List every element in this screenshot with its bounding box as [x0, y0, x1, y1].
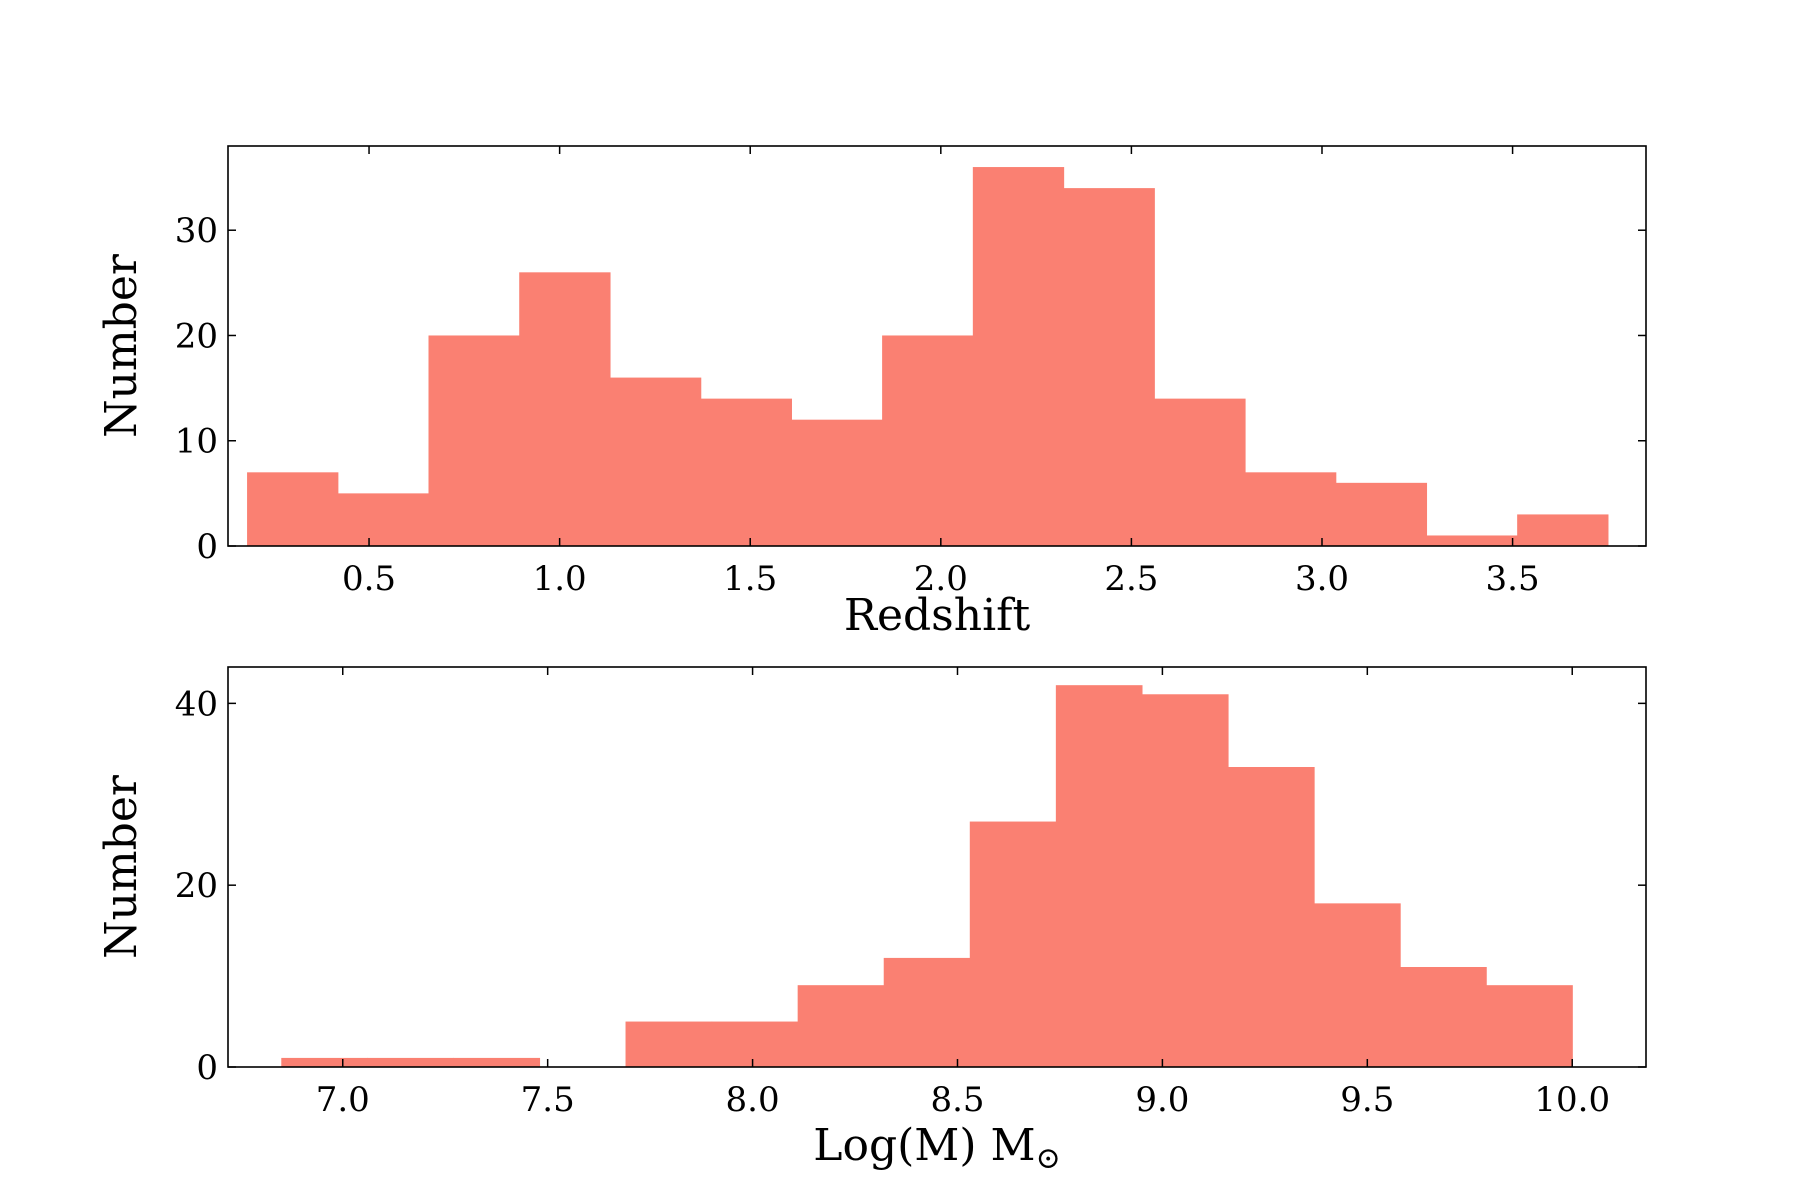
- mass-histogram-bar: [1400, 967, 1487, 1067]
- redshift-ytick-label: 30: [175, 211, 218, 251]
- mass-xtick-label: 8.0: [726, 1080, 780, 1120]
- mass-histogram-bar: [969, 821, 1057, 1067]
- redshift-ytick-label: 20: [175, 316, 218, 356]
- mass-histogram-panel: 7.0 7.5 8.0 8.5 9.0 9.5 10.0 0 20 40 Log(M) M⊙ Numb…: [96, 666, 1647, 1176]
- mass-histogram-bar: [625, 1021, 713, 1067]
- mass-histogram-bar: [1141, 694, 1229, 1067]
- redshift-histogram-bar: [1154, 398, 1246, 546]
- mass-histogram-bar: [711, 1021, 799, 1067]
- redshift-histogram-bar: [1426, 535, 1518, 546]
- redshift-xtick-label: 1.0: [533, 559, 587, 599]
- mass-xtick-label: 9.0: [1135, 1080, 1189, 1120]
- mass-histogram-bar: [883, 957, 971, 1067]
- redshift-histogram-bar: [700, 398, 792, 546]
- solar-mass-symbol: ⊙: [1036, 1141, 1061, 1176]
- mass-ytick-label: 20: [175, 866, 218, 906]
- redshift-histogram-bar: [1063, 188, 1155, 547]
- redshift-xtick-label: 0.5: [342, 559, 396, 599]
- redshift-ytick-label: 10: [175, 422, 218, 462]
- redshift-histogram-bar: [972, 167, 1065, 547]
- mass-axes-frame: [227, 666, 1647, 1068]
- redshift-yaxis-title: Number: [96, 253, 147, 438]
- redshift-histogram-bar: [1517, 514, 1609, 546]
- redshift-histogram-bar: [882, 335, 974, 546]
- mass-ytick-label: 0: [196, 1048, 218, 1088]
- mass-xtick-label: 7.5: [521, 1080, 575, 1120]
- mass-histogram-bar: [281, 1057, 368, 1067]
- mass-histogram-bar: [1227, 767, 1315, 1067]
- mass-xtick-label: 9.5: [1340, 1080, 1394, 1120]
- redshift-histogram-bar: [428, 335, 520, 546]
- redshift-axes-frame: [227, 145, 1647, 547]
- redshift-histogram-bar: [1245, 472, 1337, 546]
- redshift-histogram-bar: [247, 472, 339, 546]
- redshift-xaxis-title: Redshift: [844, 590, 1031, 641]
- mass-xtick-label: 7.0: [316, 1080, 370, 1120]
- redshift-histogram-bar: [337, 493, 430, 546]
- mass-histogram-bar: [1314, 903, 1401, 1067]
- mass-xtick-label: 10.0: [1534, 1080, 1610, 1120]
- redshift-xtick-label: 3.5: [1486, 559, 1540, 599]
- redshift-histogram-bar: [1335, 482, 1428, 546]
- redshift-histogram-bar: [609, 377, 702, 546]
- mass-histogram-bar: [453, 1057, 541, 1067]
- redshift-xtick-label: 2.5: [1104, 559, 1158, 599]
- mass-ytick-label: 40: [175, 684, 218, 724]
- mass-histogram-bar: [1055, 685, 1143, 1067]
- mass-xtick-label: 8.5: [930, 1080, 984, 1120]
- mass-yaxis-title: Number: [96, 774, 147, 959]
- redshift-histogram-bar: [791, 419, 883, 546]
- redshift-xtick-label: 3.0: [1295, 559, 1349, 599]
- redshift-ytick-label: 0: [196, 527, 218, 567]
- redshift-histogram-bar: [519, 272, 611, 546]
- mass-histogram-bar: [797, 985, 885, 1067]
- redshift-xtick-label: 2.0: [914, 559, 968, 599]
- mass-histogram-bar: [1486, 985, 1573, 1067]
- mass-xaxis-title: Log(M) M⊙: [813, 1120, 1060, 1176]
- mass-histogram-bar: [367, 1057, 454, 1067]
- redshift-histogram-panel: 0.5 1.0 1.5 2.0 2.5 3.0 3.5 0 10 20 30 Redshift Numb…: [96, 145, 1647, 641]
- redshift-xtick-label: 1.5: [723, 559, 777, 599]
